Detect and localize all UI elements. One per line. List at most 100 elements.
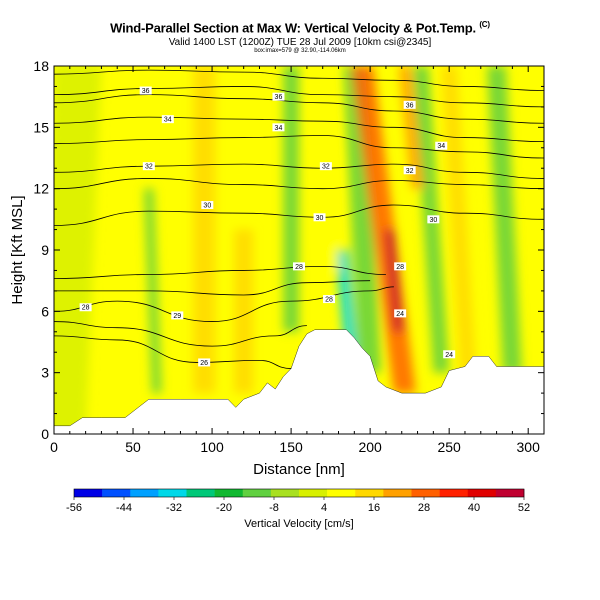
colorbar-swatch <box>158 489 187 497</box>
velocity-band <box>343 66 382 373</box>
velocity-field <box>54 66 544 434</box>
colorbar-swatch <box>327 489 356 497</box>
x-tick-label: 200 <box>358 439 382 455</box>
contour-label-bg <box>403 166 416 175</box>
theta-contour <box>54 280 371 296</box>
x-tick-label: 250 <box>437 439 461 455</box>
colorbar-tick-label: 40 <box>468 502 480 514</box>
contour-label: 32 <box>406 168 414 175</box>
contour-label-box: 36 <box>403 100 416 109</box>
theta-contour <box>54 321 307 347</box>
theta-contour <box>54 286 394 322</box>
contour-label: 36 <box>142 88 150 95</box>
contour-label-bg <box>394 262 407 271</box>
contour-label-bg <box>319 162 332 171</box>
contour-label-box: 32 <box>319 162 332 171</box>
colorbar-swatch <box>495 489 525 497</box>
contour-label-bg <box>313 213 326 222</box>
theta-contour <box>54 265 386 280</box>
contour-label-bg <box>403 100 416 109</box>
contour-label-box: 32 <box>142 162 155 171</box>
velocity-band <box>283 66 299 332</box>
contour-label: 28 <box>295 264 303 271</box>
contour-label-box: 34 <box>435 141 448 150</box>
y-tick-label: 18 <box>33 58 49 74</box>
contour-label-box: 28 <box>79 303 92 312</box>
contour-label-bg <box>142 162 155 171</box>
colorbar: -56 -44 -32 -20 -8 4 16 28 40 52 Vertical Velocity… <box>66 488 530 530</box>
colorbar-swatch <box>270 489 300 497</box>
x-tick-label: 50 <box>125 439 141 455</box>
contour-label: 32 <box>322 164 330 171</box>
contour-label-bg <box>435 141 448 150</box>
contour-label-bg <box>323 295 336 304</box>
chart-title-text: Wind-Parallel Section at Max W: Vertical… <box>110 20 476 36</box>
contour-label-bg <box>79 303 92 312</box>
x-tick-label: 300 <box>517 439 541 455</box>
contour-label-bg <box>272 123 285 132</box>
velocity-band <box>441 66 477 373</box>
contour-label-box: 34 <box>272 123 285 132</box>
contour-label-box: 30 <box>427 215 440 224</box>
contour-label: 36 <box>275 94 283 101</box>
contour-label-box: 24 <box>443 350 456 359</box>
colorbar-swatch <box>467 489 497 497</box>
colorbar-swatch <box>411 489 440 497</box>
y-tick-label: 0 <box>41 426 49 442</box>
colorbar-tick-label: -56 <box>66 502 82 514</box>
colorbar-tick-label: 52 <box>518 502 530 514</box>
contour-label-bg <box>201 201 214 210</box>
colorbar-swatch <box>130 489 159 497</box>
contour-label-bg <box>161 115 174 124</box>
theta-contour <box>54 94 544 124</box>
contour-label-bg <box>272 92 285 101</box>
x-axis-title: Distance [nm] <box>253 461 345 478</box>
y-axis-title: Height [Kft MSL] <box>9 195 26 304</box>
velocity-band <box>335 250 358 353</box>
colorbar-tick-label: -44 <box>116 502 132 514</box>
contour-label: 28 <box>82 305 90 312</box>
contour-label: 34 <box>437 143 445 150</box>
contour-label-box: 36 <box>272 92 285 101</box>
contour-label: 24 <box>445 352 453 359</box>
contour-label-bg <box>427 215 440 224</box>
colorbar-swatch <box>74 489 103 497</box>
contour-label: 28 <box>396 264 404 271</box>
contour-label-bg <box>443 350 456 359</box>
contour-label-box: 28 <box>293 262 305 271</box>
theta-contour <box>54 69 544 91</box>
contour-label-bg <box>394 309 407 318</box>
colorbar-swatch <box>383 489 412 497</box>
colorbar-swatch <box>242 489 272 497</box>
colorbar-tick-label: 16 <box>368 502 380 514</box>
contour-label-box: 28 <box>323 295 336 304</box>
contour-label-box: 30 <box>201 201 214 210</box>
contour-label: 29 <box>173 313 181 320</box>
colorbar-swatch <box>355 489 384 497</box>
velocity-band <box>487 66 522 373</box>
contour-label: 30 <box>429 217 437 224</box>
colorbar-tick-label: -20 <box>216 502 232 514</box>
chart-subtitle-text: Valid 1400 LST (1200Z) TUE 28 Jul 2009 <box>168 37 352 48</box>
colorbar-tick-label: 4 <box>321 502 327 514</box>
y-tick-label: 3 <box>41 365 49 381</box>
contour-label: 30 <box>316 215 324 222</box>
chart-subtitle-2: box:imax=579 @ 32.90,-114.06km <box>254 48 346 54</box>
contour-label-bg <box>293 262 305 271</box>
x-tick-label: 0 <box>50 439 58 455</box>
contour-label: 26 <box>200 360 208 367</box>
colorbar-tick-label: -32 <box>166 502 182 514</box>
contour-label: 24 <box>396 311 404 318</box>
contour-label: 32 <box>145 164 153 171</box>
colorbar-frame <box>73 488 525 498</box>
contour-label-box: 32 <box>403 166 416 175</box>
theta-contour <box>54 116 544 143</box>
colorbar-swatch <box>186 489 215 497</box>
contour-label: 34 <box>164 117 172 124</box>
contour-label-bg <box>198 358 211 367</box>
y-tick-label: 9 <box>41 242 49 258</box>
chart-title-mark: (C) <box>479 20 490 29</box>
velocity-band <box>54 66 102 434</box>
contour-label-box: 30 <box>313 213 326 222</box>
